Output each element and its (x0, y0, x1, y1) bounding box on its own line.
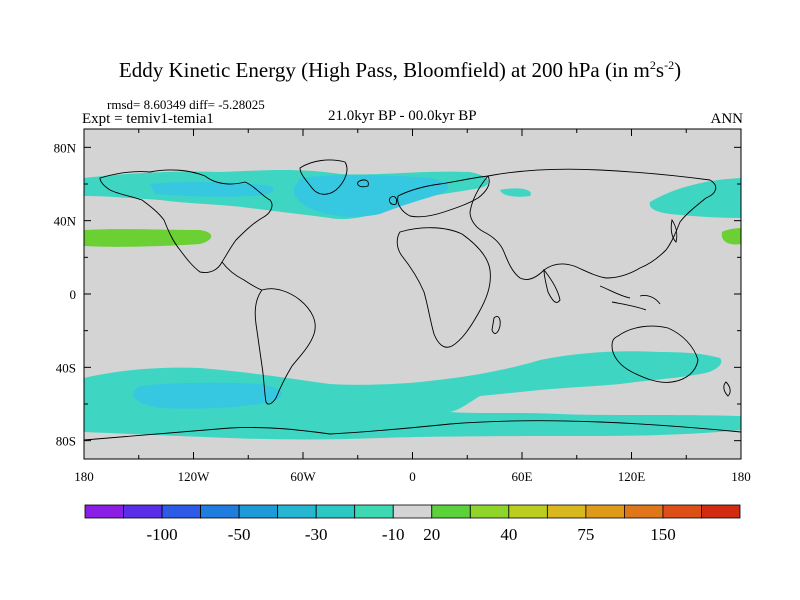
lon-tick-label: 60E (512, 469, 533, 484)
lon-tick-label: 0 (409, 469, 416, 484)
lat-tick-label: 80S (56, 434, 76, 449)
map-plot-area (84, 129, 741, 459)
colorbar-swatch (123, 504, 163, 519)
stats-text: rmsd= 8.60349 diff= -5.28025 (107, 97, 265, 112)
colorbar-swatch (277, 504, 317, 519)
sh-core-band (132, 382, 283, 409)
positive-anomaly-atlantic (84, 229, 212, 247)
colorbar-label: 150 (650, 525, 676, 544)
season-label: ANN (710, 111, 744, 127)
colorbar-swatch (469, 504, 510, 519)
colorbar-swatch (392, 504, 433, 519)
colorbar-label: -30 (305, 525, 328, 544)
axis-labels: 180 120W 60W 0 60E 120E 180 80N 40N 0 40S 80S (54, 140, 751, 484)
colorbar-label: 75 (577, 525, 594, 544)
colorbar-swatch (585, 504, 625, 519)
colorbar (84, 504, 741, 519)
asia-band (500, 188, 531, 197)
colorbar-swatch (354, 504, 394, 519)
lon-tick-label: 180 (731, 469, 751, 484)
axis-ticks (83, 129, 742, 459)
colorbar-swatch (200, 504, 240, 519)
lon-tick-label: 60W (290, 469, 316, 484)
lat-tick-label: 40N (54, 214, 77, 229)
sh-upper-band (585, 353, 710, 374)
lat-tick-label: 80N (54, 140, 77, 155)
colorbar-labels: -100 -50 -30 -10 20 40 75 150 (146, 525, 675, 544)
colorbar-swatch (161, 504, 201, 519)
colorbar-swatch (701, 504, 741, 519)
sh-storm-track-band (84, 351, 741, 440)
lon-tick-label: 120W (178, 469, 211, 484)
coastlines (84, 159, 741, 441)
colorbar-label: 20 (423, 525, 440, 544)
colorbar-swatch (431, 504, 471, 519)
pacific-nw-band (649, 178, 741, 218)
colorbar-swatch (662, 504, 702, 519)
colorbar-label: -100 (146, 525, 177, 544)
positive-anomaly-pacific (721, 228, 741, 245)
colorbar-swatch (624, 504, 664, 519)
colorbar-swatch (315, 504, 356, 519)
plot-title: Eddy Kinetic Energy (High Pass, Bloomfie… (118, 58, 682, 82)
experiment-label: Expt = temiv1-temia1 (82, 111, 214, 127)
lat-tick-label: 0 (70, 287, 77, 302)
period-label: 21.0kyr BP - 00.0kyr BP (328, 108, 477, 124)
lon-tick-label: 180 (74, 469, 94, 484)
colorbar-swatch (238, 504, 279, 519)
nh-inner-band (150, 181, 274, 197)
colorbar-label: -50 (228, 525, 251, 544)
colorbar-swatch (84, 504, 124, 519)
lat-tick-label: 40S (56, 360, 76, 375)
nh-storm-track-core (293, 175, 449, 217)
colorbar-label: -10 (382, 525, 405, 544)
lon-tick-label: 120E (618, 469, 646, 484)
colorbar-swatch (508, 504, 548, 519)
colorbar-swatch (546, 504, 587, 519)
colorbar-label: 40 (500, 525, 517, 544)
